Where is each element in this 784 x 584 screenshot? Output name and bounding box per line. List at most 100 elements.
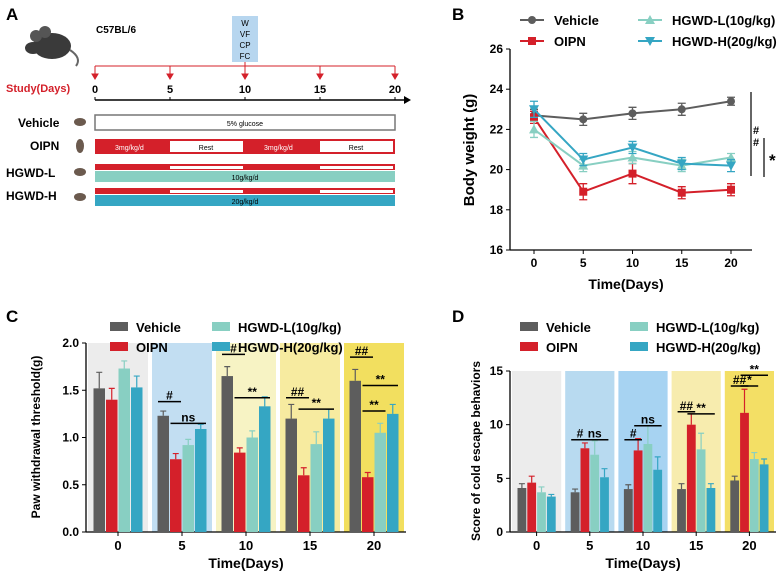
legend-swatch <box>520 322 538 331</box>
row-vehicle-label: Vehicle <box>18 116 60 130</box>
legend-label: HGWD-H(20g/kg) <box>238 340 343 355</box>
bar-vehicle <box>677 489 686 532</box>
bar-oipn <box>234 452 246 532</box>
y-tick-label: 15 <box>490 364 504 378</box>
error-bar <box>572 488 579 493</box>
error-bar <box>731 475 738 481</box>
test-vf: VF <box>240 30 250 39</box>
bar-vehicle <box>349 380 361 532</box>
sig-label: # <box>166 389 173 403</box>
x-tick-label: 15 <box>689 538 703 553</box>
legend-label: HGWD-L(10g/kg) <box>672 13 775 28</box>
sig-label: ** <box>750 362 760 376</box>
legend-marker <box>645 15 655 24</box>
legend-label: OIPN <box>136 340 168 355</box>
bar-vehicle <box>93 388 105 532</box>
x-tick-label: 0 <box>531 256 538 270</box>
error-bar <box>172 452 179 460</box>
bar-oipn <box>170 459 182 532</box>
error-bar <box>300 467 307 476</box>
hgwdl-bar-label: 10g/kg/d <box>232 175 259 182</box>
test-w: W <box>241 19 249 28</box>
x-tick-label: 20 <box>367 538 381 553</box>
hgwdl-oxa-bar <box>95 164 395 170</box>
body-weight-chart: 16 18 20 22 24 26 0 5 10 15 20 Time(Days) Body weigh… <box>461 13 777 292</box>
bar-oipn <box>298 475 310 532</box>
sig-label: ** <box>248 385 258 399</box>
y-tick-label: 18 <box>490 203 504 217</box>
day-15: 15 <box>314 84 326 96</box>
mouse-strain-label: C57BL/6 <box>96 25 136 36</box>
bar-hgwd_h <box>323 418 335 532</box>
sig-label: # <box>753 125 759 137</box>
x-tick-label: 5 <box>580 256 587 270</box>
data-point-oipn <box>579 187 588 196</box>
x-tick-label: 20 <box>724 256 738 270</box>
bar-hgwd_l <box>696 449 706 532</box>
error-bar <box>364 471 371 478</box>
sig-label: ** <box>696 401 706 415</box>
y-tick-label: 20 <box>490 163 504 177</box>
error-bar <box>625 484 632 490</box>
error-bar <box>751 451 758 460</box>
x-tick-label: 20 <box>742 538 756 553</box>
bar-hgwd_h <box>387 413 399 532</box>
study-days-label: Study(Days) <box>6 83 71 95</box>
y-tick-label: 5 <box>496 471 503 485</box>
y-tick-label: 22 <box>490 122 504 136</box>
data-point-hgwd_l <box>529 124 539 134</box>
error-bar <box>707 483 714 488</box>
sig-label: ** <box>369 398 379 412</box>
error-bar <box>249 430 256 438</box>
legend-label: OIPN <box>546 340 578 355</box>
bar-vehicle <box>285 418 297 532</box>
row-hgwdh-label: HGWD-H <box>6 189 57 203</box>
legend-label: OIPN <box>554 34 586 49</box>
data-point-hgwd_h <box>676 159 687 169</box>
y-tick-label: 10 <box>490 418 504 432</box>
bar-hgwd_h <box>706 487 716 532</box>
y-tick-label: 24 <box>490 82 504 96</box>
y-tick-label: 0 <box>496 525 503 539</box>
hgwdl-bar <box>95 171 395 182</box>
y-axis-label: Score of cold escape behaviors <box>469 361 483 541</box>
oipn-seg2-label: Rest <box>199 145 213 152</box>
x-tick-label: 15 <box>303 538 317 553</box>
legend-swatch <box>110 322 128 331</box>
x-tick-label: 10 <box>636 538 650 553</box>
bar-hgwd_l <box>749 459 759 532</box>
legend-label: Vehicle <box>554 13 599 28</box>
bar-hgwd_l <box>310 444 322 532</box>
sig-label: * <box>769 151 776 170</box>
bar-hgwd_h <box>653 469 663 532</box>
bar-hgwd_h <box>195 428 207 532</box>
tests-box <box>232 16 258 62</box>
error-bar <box>377 422 384 433</box>
x-tick-label: 15 <box>675 256 689 270</box>
x-tick-label: 0 <box>533 538 540 553</box>
y-tick-label: 16 <box>490 243 504 257</box>
error-bar <box>528 475 535 483</box>
legend-label: HGWD-L(10g/kg) <box>656 320 759 335</box>
study-design-panel: C57BL/6 W VF CP FC Study(Days) 0 5 10 15… <box>6 16 411 206</box>
sig-label: ns <box>641 413 655 427</box>
error-bar <box>654 456 661 470</box>
bar-hgwd_l <box>246 437 258 532</box>
data-point-hgwd_h <box>726 161 736 171</box>
y-tick-label: 2.0 <box>62 336 79 350</box>
bar-hgwd_l <box>590 454 600 532</box>
bar-oipn <box>527 482 537 532</box>
x-tick-label: 0 <box>114 538 121 553</box>
day-5: 5 <box>167 84 173 96</box>
data-point-hgwd_h <box>627 143 638 153</box>
x-tick-label: 5 <box>586 538 593 553</box>
legend-swatch <box>212 342 230 351</box>
sig-label: ns <box>588 427 602 441</box>
legend-marker <box>645 37 655 46</box>
error-bar <box>635 438 642 451</box>
error-bar <box>96 371 103 389</box>
bar-oipn <box>740 412 749 532</box>
test-fc: FC <box>240 52 251 61</box>
vehicle-bar-label: 5% glucose <box>227 121 263 128</box>
error-bar <box>389 403 396 414</box>
